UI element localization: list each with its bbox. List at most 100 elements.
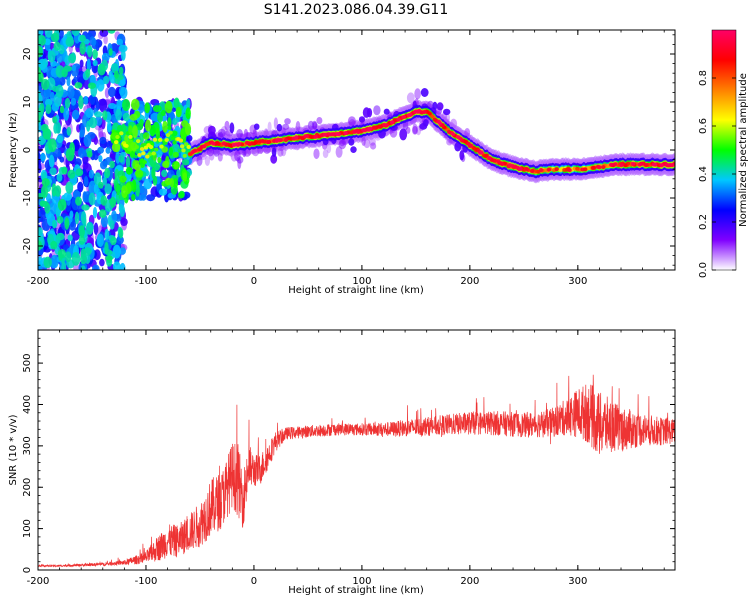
spectrogram-cell xyxy=(164,100,173,114)
spectrogram-cell xyxy=(313,148,320,160)
spectrogram-cell xyxy=(139,132,145,144)
spectrogram-cell xyxy=(412,126,418,135)
spectrogram-cell xyxy=(56,216,64,224)
spectrogram-cell xyxy=(196,155,203,167)
spectrogram-cell xyxy=(144,111,149,120)
spectrogram-cell xyxy=(66,126,72,136)
spectrogram-cell xyxy=(529,169,535,174)
spectrogram-cell xyxy=(96,79,105,92)
spectrogram-cell xyxy=(524,167,530,171)
spectrogram-cell xyxy=(295,121,301,132)
spectrogram-cell xyxy=(78,235,86,245)
spectrogram-cell xyxy=(119,131,124,136)
spectrogram-cell xyxy=(38,227,43,236)
spectrogram-cell xyxy=(128,134,133,139)
spectrogram-cell xyxy=(180,144,185,149)
spectrogram-cell xyxy=(408,113,413,117)
spectrogram-cell xyxy=(322,149,329,159)
spectrogram-xtick-label: 0 xyxy=(251,276,257,287)
spectrogram-cell xyxy=(72,109,80,120)
spectrogram-cell xyxy=(38,209,42,224)
spectrogram-cell xyxy=(50,240,58,250)
snr-xtick-label: 100 xyxy=(352,576,371,587)
spectrogram-cell xyxy=(119,247,126,255)
spectrogram-cell xyxy=(158,188,168,196)
spectrogram-cell xyxy=(150,112,160,122)
colorbar-tick-label: 0.8 xyxy=(698,70,709,86)
spectrogram-cell xyxy=(580,167,585,172)
spectrogram-cell xyxy=(118,44,128,53)
spectrogram-cell xyxy=(558,168,563,173)
spectrogram-cell xyxy=(38,135,46,146)
spectrogram-cell xyxy=(161,109,166,117)
spectrogram-cell xyxy=(64,97,71,109)
spectrogram-cell xyxy=(103,75,110,85)
spectrogram-cell xyxy=(114,140,119,145)
spectrogram-cell xyxy=(185,123,191,136)
spectrogram-xtick-label: 200 xyxy=(460,276,479,287)
spectrogram-cell xyxy=(99,258,105,267)
spectrogram-cell xyxy=(327,132,333,137)
spectrogram-cell xyxy=(382,122,387,127)
spectrogram-cell xyxy=(69,210,74,219)
snr-ytick-label: 500 xyxy=(22,354,33,373)
snr-panel: -200 -100 0 100 200 300 0 100 200 300 400 500 Heigh… xyxy=(8,329,676,596)
spectrogram-cell xyxy=(42,58,49,68)
spectrogram-cell xyxy=(343,131,348,135)
spectrogram-cell xyxy=(79,59,84,68)
spectrogram-cell xyxy=(423,119,429,127)
spectrogram-cell xyxy=(71,252,81,266)
spectrogram-cell xyxy=(55,122,61,134)
spectrogram-xlabel: Height of straight line (km) xyxy=(288,285,424,296)
spectrogram-cell xyxy=(237,141,242,146)
spectrogram-cell xyxy=(669,163,675,168)
spectrogram-cell xyxy=(47,50,56,63)
spectrogram-cell xyxy=(202,144,207,149)
spectrogram-cell xyxy=(450,118,458,129)
spectrogram-cell xyxy=(422,110,427,114)
spectrogram-cell xyxy=(71,64,77,72)
spectrogram-cell xyxy=(356,130,361,135)
spectrogram-cell xyxy=(118,228,124,239)
spectrogram-cell xyxy=(99,30,109,37)
spectrogram-cell xyxy=(167,117,172,128)
spectrogram-cell xyxy=(129,113,138,121)
spectrogram-cell xyxy=(43,256,52,268)
spectrogram-cell xyxy=(352,129,357,134)
spectrogram-cell xyxy=(65,181,74,194)
spectrogram-cell xyxy=(260,138,265,143)
spectrogram-cell xyxy=(51,183,57,197)
spectrogram-cell xyxy=(131,194,136,201)
spectrogram-cell xyxy=(86,58,91,72)
spectrogram-cell xyxy=(53,41,61,51)
spectrogram-cell xyxy=(104,183,112,195)
spectrogram-ytick-label: -10 xyxy=(22,190,33,206)
snr-xtick-label: 300 xyxy=(568,576,587,587)
spectrogram-cell xyxy=(92,49,98,60)
colorbar-gradient xyxy=(712,30,736,270)
spectrogram-cell xyxy=(479,150,484,155)
spectrogram-cell xyxy=(454,142,462,152)
spectrogram-cell xyxy=(498,161,504,166)
spectrogram-cell xyxy=(518,166,523,171)
spectrogram-cell xyxy=(109,220,115,230)
spectrogram-cell xyxy=(75,168,84,177)
snr-xtick-label: 0 xyxy=(251,576,257,587)
spectrogram-cell xyxy=(61,261,67,270)
spectrogram-cell xyxy=(119,86,128,99)
spectrogram-cell xyxy=(45,104,52,115)
spectrogram-cell xyxy=(176,169,181,178)
spectrogram-cell xyxy=(117,124,123,133)
spectrogram-cell xyxy=(80,248,86,260)
figure-title: S141.2023.086.04.39.G11 xyxy=(264,2,449,18)
spectrogram-cell xyxy=(175,106,182,118)
spectrogram-xtick-label: -100 xyxy=(135,276,158,287)
spectrogram-xtick-label: -200 xyxy=(27,276,50,287)
spectrogram-cell xyxy=(152,137,158,142)
spectrogram-cell xyxy=(162,160,170,168)
spectrogram-cell xyxy=(331,132,336,137)
spectrogram-cell xyxy=(71,30,80,37)
spectrogram-cell xyxy=(361,128,366,133)
spectrogram-cell xyxy=(659,163,664,168)
